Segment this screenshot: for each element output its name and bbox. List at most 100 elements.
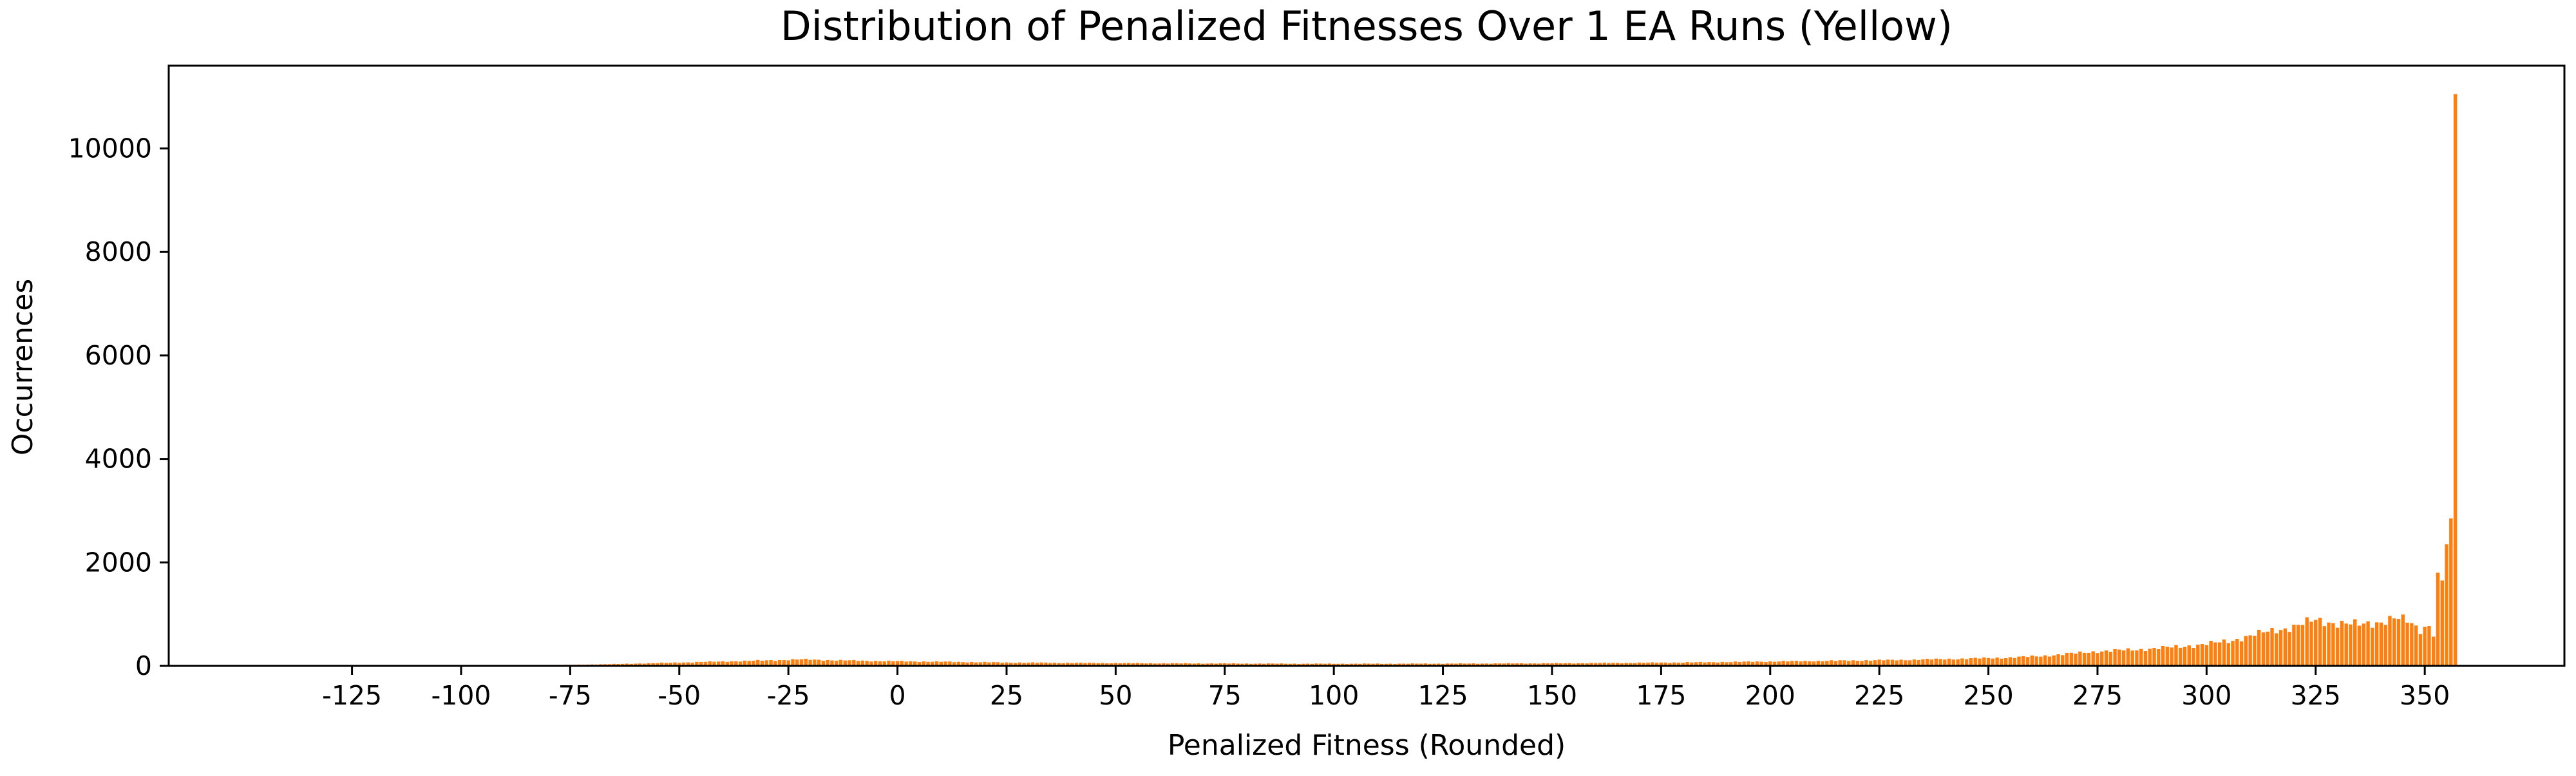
histogram-bar xyxy=(2383,625,2387,666)
histogram-bar xyxy=(2388,616,2391,666)
histogram-bar xyxy=(2161,646,2164,666)
x-tick-label: 275 xyxy=(2072,680,2123,711)
x-tick-label: 0 xyxy=(889,680,906,711)
plot-frame xyxy=(169,66,2564,666)
histogram-bar xyxy=(2375,622,2378,666)
histogram-bar xyxy=(2031,656,2034,666)
x-tick-label: 200 xyxy=(1745,680,1795,711)
histogram-bar xyxy=(2253,636,2256,666)
histogram-bar xyxy=(2427,626,2430,666)
x-tick-label: 175 xyxy=(1636,680,1686,711)
x-tick-label: -125 xyxy=(322,680,382,711)
histogram-bar xyxy=(1969,658,1973,666)
histogram-bar xyxy=(2371,628,2374,666)
histogram-bar xyxy=(2087,653,2090,666)
histogram-bar xyxy=(2270,628,2273,666)
histogram-bar xyxy=(2318,618,2322,666)
histogram-bar xyxy=(2122,650,2125,666)
histogram-bar xyxy=(2445,544,2448,666)
histogram-bar xyxy=(2419,634,2422,666)
histogram-bar xyxy=(2205,645,2208,666)
histogram-bar xyxy=(1978,659,1981,666)
histogram-bar xyxy=(2056,654,2060,666)
x-tick-label: -25 xyxy=(767,680,810,711)
histogram-bar xyxy=(2314,620,2317,666)
histogram-bar xyxy=(1921,659,1924,666)
histogram-bar xyxy=(2174,645,2177,666)
histogram-bar xyxy=(2349,625,2352,666)
histogram-bar xyxy=(2414,625,2418,666)
histogram-bar xyxy=(2157,649,2160,666)
histogram-bar xyxy=(791,659,794,666)
histogram-bar xyxy=(2336,628,2339,666)
histogram-bar xyxy=(2109,652,2112,666)
x-tick-label: 25 xyxy=(990,680,1023,711)
histogram-bar xyxy=(2340,621,2344,666)
histogram-bar xyxy=(2166,647,2169,666)
histogram-bar xyxy=(1926,659,1929,666)
histogram-bar xyxy=(2017,657,2020,666)
histogram-bar xyxy=(2410,623,2413,666)
histogram-bar xyxy=(2344,623,2347,666)
histogram-bar xyxy=(2105,650,2108,666)
histogram-bar xyxy=(2130,650,2134,666)
histogram-bar xyxy=(2170,647,2173,666)
histogram-bar xyxy=(2405,623,2409,666)
x-tick-label: 300 xyxy=(2181,680,2231,711)
histogram-bar xyxy=(2327,623,2330,666)
histogram-bar xyxy=(2096,653,2099,666)
y-tick-label: 4000 xyxy=(85,444,152,475)
histogram-bar xyxy=(2013,658,2016,666)
histogram-bar xyxy=(1965,659,1968,666)
histogram-bar xyxy=(2026,657,2029,666)
histogram-bar xyxy=(2244,636,2248,666)
histogram-bar xyxy=(2065,653,2069,666)
histogram-bar xyxy=(1991,659,1994,666)
histogram-bar xyxy=(2196,645,2199,666)
histogram-bar xyxy=(2306,618,2309,666)
x-tick-label: -50 xyxy=(658,680,701,711)
x-tick-label: 250 xyxy=(1963,680,2013,711)
x-tick-label: 100 xyxy=(1309,680,1359,711)
x-tick-label: 150 xyxy=(1527,680,1577,711)
histogram-bar xyxy=(2188,645,2191,666)
histogram-bar xyxy=(2201,644,2204,666)
histogram-bar xyxy=(2213,642,2217,666)
y-tick-label: 2000 xyxy=(85,547,152,578)
histogram-bar xyxy=(2117,650,2121,666)
histogram-bar xyxy=(1960,658,1964,666)
histogram-bar xyxy=(2362,623,2365,666)
histogram-bar xyxy=(2366,621,2369,666)
histogram-bar xyxy=(2048,656,2051,666)
histogram-bar xyxy=(2183,647,2186,666)
chart-title: Distribution of Penalized Fitnesses Over… xyxy=(781,3,1953,50)
histogram-bar xyxy=(2266,632,2269,666)
histogram-bar xyxy=(2331,623,2334,666)
histogram-bar xyxy=(2074,654,2077,666)
x-axis-label: Penalized Fitness (Rounded) xyxy=(1168,729,1566,762)
histogram-bar xyxy=(2144,651,2147,666)
histogram-bar xyxy=(804,659,808,666)
histogram-bar xyxy=(2148,648,2152,666)
histogram-bar xyxy=(2061,655,2064,666)
y-tick-label: 0 xyxy=(135,650,152,681)
histogram-bar xyxy=(2423,627,2426,666)
x-tick-label: 325 xyxy=(2291,680,2341,711)
histogram-bar xyxy=(2152,648,2155,666)
histogram-bar xyxy=(1956,659,1959,666)
histogram-bar xyxy=(2113,649,2116,666)
histogram-bar xyxy=(2323,626,2326,666)
histogram-bar xyxy=(2139,649,2143,666)
histogram-bar xyxy=(1935,659,1938,666)
x-tick-label: -100 xyxy=(431,680,491,711)
histogram-bar xyxy=(2235,639,2239,666)
y-tick-label: 6000 xyxy=(85,340,152,371)
histogram-bar xyxy=(2192,648,2195,666)
y-axis-label: Occurrences xyxy=(6,279,39,455)
histogram-bar xyxy=(2231,641,2234,666)
histogram-bar xyxy=(2292,625,2295,666)
histogram-bar xyxy=(2034,656,2038,666)
histogram-bar xyxy=(2222,639,2226,666)
histogram-bar xyxy=(2358,626,2361,666)
